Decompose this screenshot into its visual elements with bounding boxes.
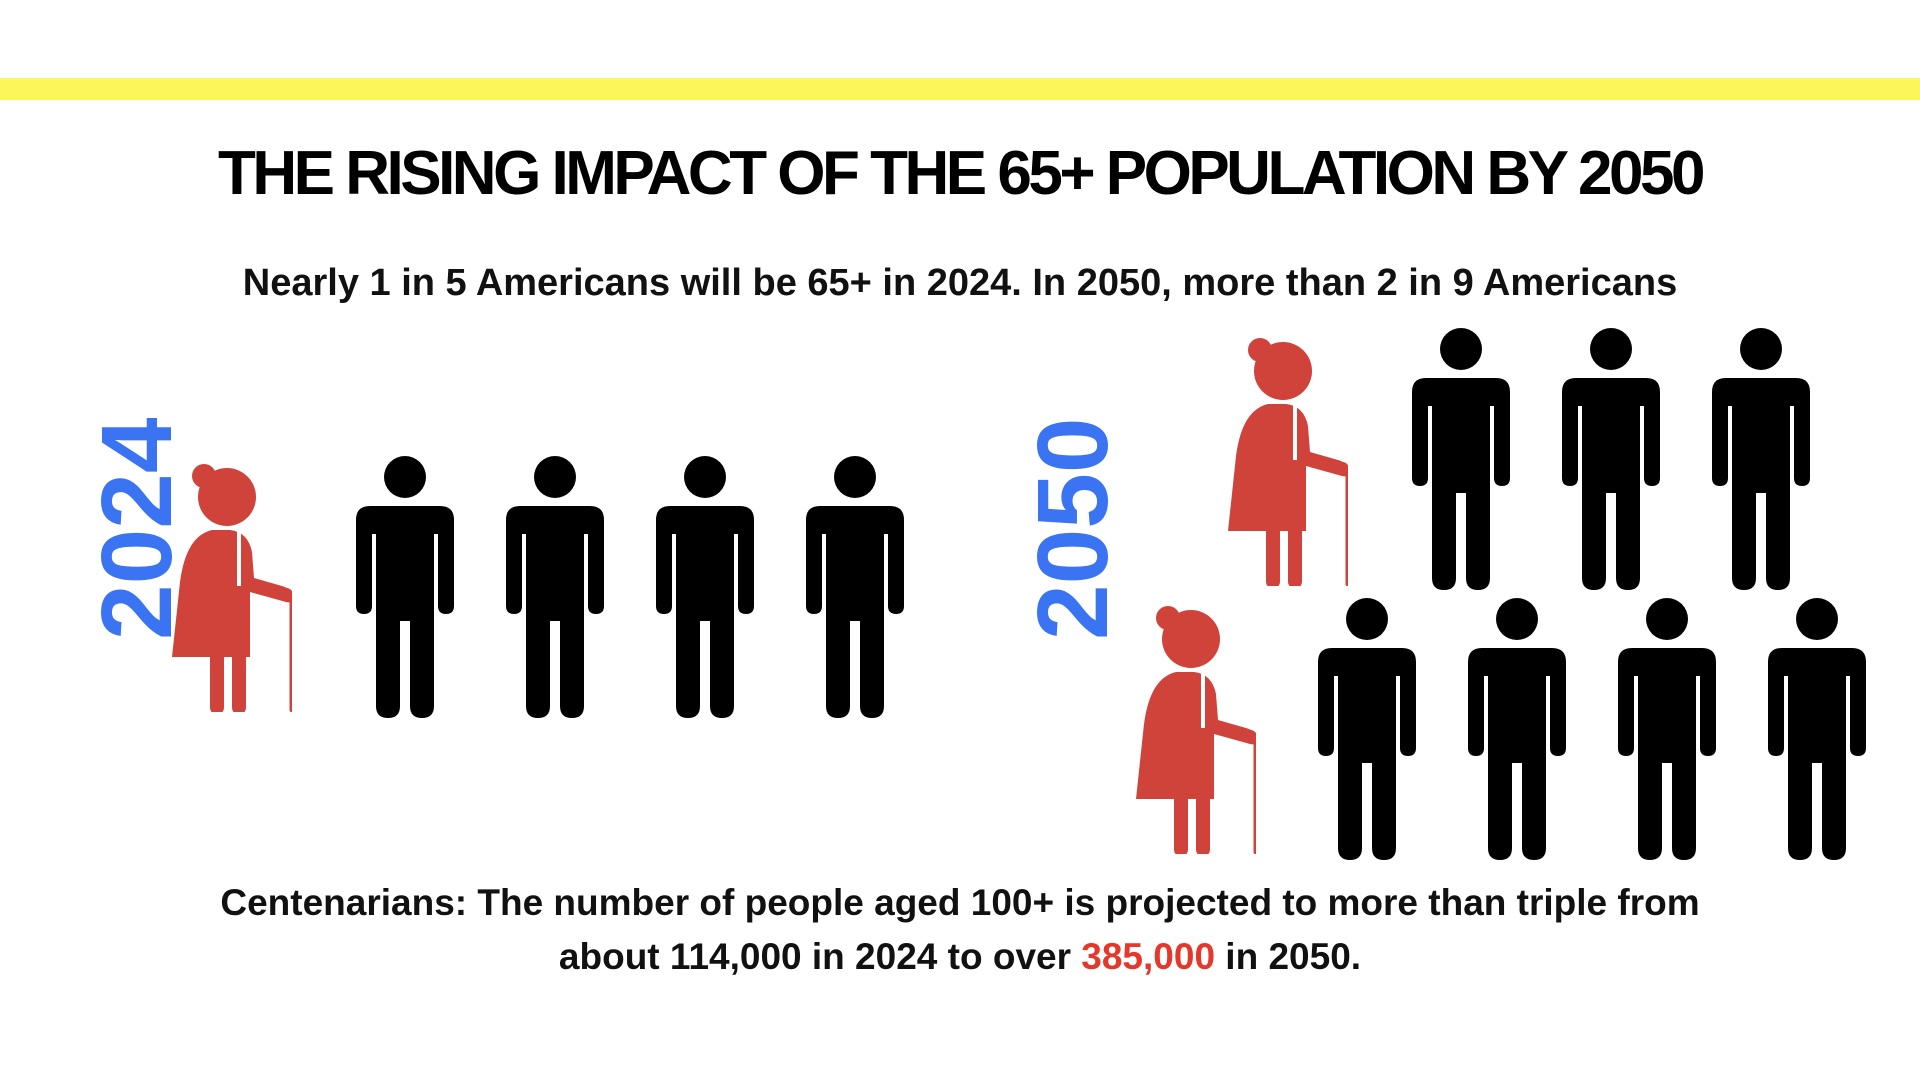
footer-line-2: about 114,000 in 2024 to over 385,000 in…: [0, 930, 1920, 984]
person-icon: [1712, 328, 1810, 590]
person-icon: [356, 456, 454, 718]
person-icon: [506, 456, 604, 718]
subtitle: Nearly 1 in 5 Americans will be 65+ in 2…: [242, 262, 1678, 304]
person-icon: [806, 456, 904, 718]
person-icon: [656, 456, 754, 718]
person-icon: [1562, 328, 1660, 590]
highlight-number: 385,000: [1081, 936, 1216, 977]
footer-line-2-suffix: in 2050.: [1215, 936, 1362, 977]
elderly-woman-icon: [172, 462, 292, 712]
elderly-woman-icon: [1136, 604, 1256, 854]
person-icon: [1618, 598, 1716, 860]
person-icon: [1768, 598, 1866, 860]
person-icon: [1412, 328, 1510, 590]
person-icon: [1468, 598, 1566, 860]
person-icon: [1318, 598, 1416, 860]
footer-line-2-prefix: about 114,000 in 2024 to over: [558, 936, 1082, 977]
elderly-woman-icon: [1228, 336, 1348, 586]
accent-bar: [0, 78, 1920, 100]
footer-line-1: Centenarians: The number of people aged …: [220, 882, 1700, 923]
page-title: THE RISING IMPACT OF THE 65+ POPULATION …: [218, 139, 1705, 208]
centenarians-note: Centenarians: The number of people aged …: [0, 876, 1920, 984]
year-label-2050: 2050: [1017, 417, 1129, 640]
